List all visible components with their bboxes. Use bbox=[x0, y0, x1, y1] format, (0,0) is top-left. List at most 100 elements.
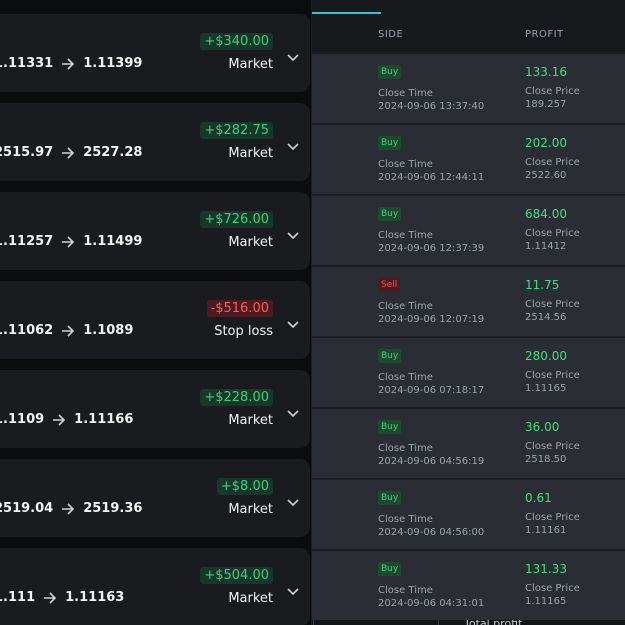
order-type: Stop loss bbox=[214, 324, 273, 339]
order-type: Market bbox=[228, 413, 273, 428]
close-time: 2024-09-06 12:44:11 bbox=[378, 172, 485, 183]
close-price: 2522.60 bbox=[525, 170, 567, 181]
side-badge: Buy bbox=[378, 562, 402, 576]
close-price: 1.11165 bbox=[525, 596, 567, 607]
order-card: 1.111 1.11163 +$504.00 Market bbox=[0, 548, 310, 625]
profit: 280.00 bbox=[525, 349, 567, 363]
side-badge: Buy bbox=[378, 420, 402, 434]
close-time: 2024-09-06 12:07:19 bbox=[378, 314, 485, 325]
expand-chevron[interactable] bbox=[287, 314, 299, 333]
close-price-label: Close Price bbox=[525, 441, 580, 452]
arrow-icon bbox=[61, 235, 75, 248]
close-time: 2024-09-06 12:37:39 bbox=[378, 243, 485, 254]
order-card: 1.1109 1.11166 +$228.00 Market bbox=[0, 370, 310, 448]
arrow-icon bbox=[61, 324, 75, 337]
expand-chevron[interactable] bbox=[287, 225, 299, 244]
trade-row: Buy Close Time 2024-09-06 04:31:01 131.33 Cl… bbox=[312, 551, 625, 620]
close-price: 1.11165 bbox=[525, 383, 567, 394]
profit: 131.33 bbox=[525, 562, 567, 576]
close-time-label: Close Time bbox=[378, 230, 433, 241]
close-time: 2024-09-06 07:18:17 bbox=[378, 385, 485, 396]
trade-row: Buy Close Time 2024-09-06 04:56:19 36.00 Clo… bbox=[312, 409, 625, 478]
table-header bbox=[312, 0, 625, 52]
expand-chevron[interactable] bbox=[287, 47, 299, 66]
close-time-label: Close Time bbox=[378, 514, 433, 525]
expand-chevron[interactable] bbox=[287, 136, 299, 155]
trade-row: Buy Close Time 2024-09-06 04:56:00 0.61 Clos… bbox=[312, 480, 625, 549]
close-price-label: Close Price bbox=[525, 86, 580, 97]
expand-chevron[interactable] bbox=[287, 581, 299, 600]
total-profit-label: Total profit bbox=[464, 617, 523, 625]
side-badge: Buy bbox=[378, 136, 402, 150]
order-card: 2515.97 2527.28 +$282.75 Market bbox=[0, 103, 310, 181]
trade-row: Buy Close Time 2024-09-06 12:37:39 684.00 Cl… bbox=[312, 196, 625, 265]
close-price: 1.11163 bbox=[65, 590, 125, 605]
profit-badge: +$228.00 bbox=[200, 389, 273, 406]
open-price: 1.11331 bbox=[0, 56, 54, 71]
close-price-label: Close Price bbox=[525, 512, 580, 523]
close-time-label: Close Time bbox=[378, 88, 433, 99]
open-price: 1.111 bbox=[0, 590, 36, 605]
close-time-label: Close Time bbox=[378, 585, 433, 596]
order-type: Market bbox=[228, 502, 273, 517]
close-time: 2024-09-06 04:56:00 bbox=[378, 527, 485, 538]
close-price: 1.11499 bbox=[83, 234, 143, 249]
side-badge: Buy bbox=[378, 491, 402, 505]
side-badge: Sell bbox=[378, 278, 401, 292]
close-price: 1.11399 bbox=[83, 56, 143, 71]
order-card: 1.11331 1.11399 +$340.00 Market bbox=[0, 14, 310, 92]
price-range: 2515.97 2527.28 bbox=[0, 145, 142, 160]
trade-row: Sell Close Time 2024-09-06 12:07:19 11.75 Cl… bbox=[312, 267, 625, 336]
close-price: 2527.28 bbox=[83, 145, 143, 160]
profit-badge: +$340.00 bbox=[200, 33, 273, 50]
close-price-label: Close Price bbox=[525, 583, 580, 594]
order-card: 1.11062 1.1089 -$516.00 Stop loss bbox=[0, 281, 310, 359]
trade-row: Buy Close Time 2024-09-06 12:44:11 202.00 Cl… bbox=[312, 125, 625, 194]
arrow-icon bbox=[61, 146, 75, 159]
price-range: 1.111 1.11163 bbox=[0, 590, 124, 605]
close-time-label: Close Time bbox=[378, 301, 433, 312]
history-table: SIDE PROFIT Total profit Buy Close Time 20… bbox=[312, 0, 625, 625]
open-price: 2515.97 bbox=[0, 145, 54, 160]
expand-chevron[interactable] bbox=[287, 403, 299, 422]
open-price: 1.1109 bbox=[0, 412, 45, 427]
close-price: 2514.56 bbox=[525, 312, 567, 323]
profit-badge: +$504.00 bbox=[200, 567, 273, 584]
arrow-icon bbox=[61, 57, 75, 70]
profit-badge: +$726.00 bbox=[200, 211, 273, 228]
order-type: Market bbox=[228, 57, 273, 72]
side-badge: Buy bbox=[378, 349, 402, 363]
profit: 684.00 bbox=[525, 207, 567, 221]
order-type: Market bbox=[228, 591, 273, 606]
expand-chevron[interactable] bbox=[287, 492, 299, 511]
order-type: Market bbox=[228, 235, 273, 250]
open-price: 2519.04 bbox=[0, 501, 54, 516]
price-range: 1.11062 1.1089 bbox=[0, 323, 133, 338]
price-range: 1.11257 1.11499 bbox=[0, 234, 142, 249]
close-time-label: Close Time bbox=[378, 159, 433, 170]
orders-panel: 1.11331 1.11399 +$340.00 Market 2515.97 2527.… bbox=[0, 0, 311, 625]
price-range: 2519.04 2519.36 bbox=[0, 501, 142, 516]
open-price: 1.11257 bbox=[0, 234, 54, 249]
close-price: 1.1089 bbox=[83, 323, 134, 338]
close-time: 2024-09-06 04:31:01 bbox=[378, 598, 485, 609]
close-time-label: Close Time bbox=[378, 372, 433, 383]
header-side: SIDE bbox=[378, 29, 404, 40]
close-price: 189.257 bbox=[525, 99, 567, 110]
close-price-label: Close Price bbox=[525, 157, 580, 168]
order-type: Market bbox=[228, 146, 273, 161]
side-badge: Buy bbox=[378, 207, 402, 221]
profit: 202.00 bbox=[525, 136, 567, 150]
arrow-icon bbox=[61, 502, 75, 515]
close-time: 2024-09-06 13:37:40 bbox=[378, 101, 485, 112]
close-price: 2519.36 bbox=[83, 501, 143, 516]
close-price: 1.11412 bbox=[525, 241, 567, 252]
price-range: 1.1109 1.11166 bbox=[0, 412, 133, 427]
profit: 11.75 bbox=[525, 278, 560, 292]
profit-badge: +$8.00 bbox=[216, 478, 273, 495]
close-price: 2518.50 bbox=[525, 454, 567, 465]
tab-indicator bbox=[312, 12, 381, 14]
profit-badge: -$516.00 bbox=[206, 300, 273, 317]
price-range: 1.11331 1.11399 bbox=[0, 56, 142, 71]
